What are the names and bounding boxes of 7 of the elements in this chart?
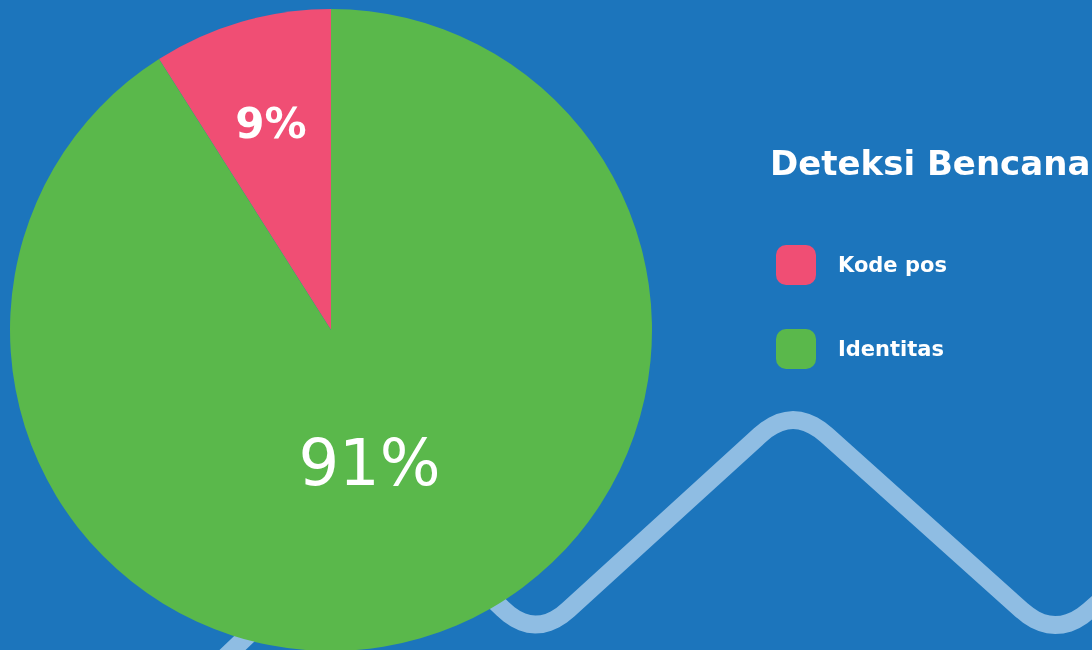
legend-title: Deteksi Bencana [770,143,1091,183]
legend-label: Kode pos [838,253,947,278]
legend-label: Identitas [838,337,944,362]
pie-slice [10,9,652,650]
data-label: 91% [298,425,441,500]
pie-slice [159,9,331,330]
data-label: 9% [235,99,307,149]
